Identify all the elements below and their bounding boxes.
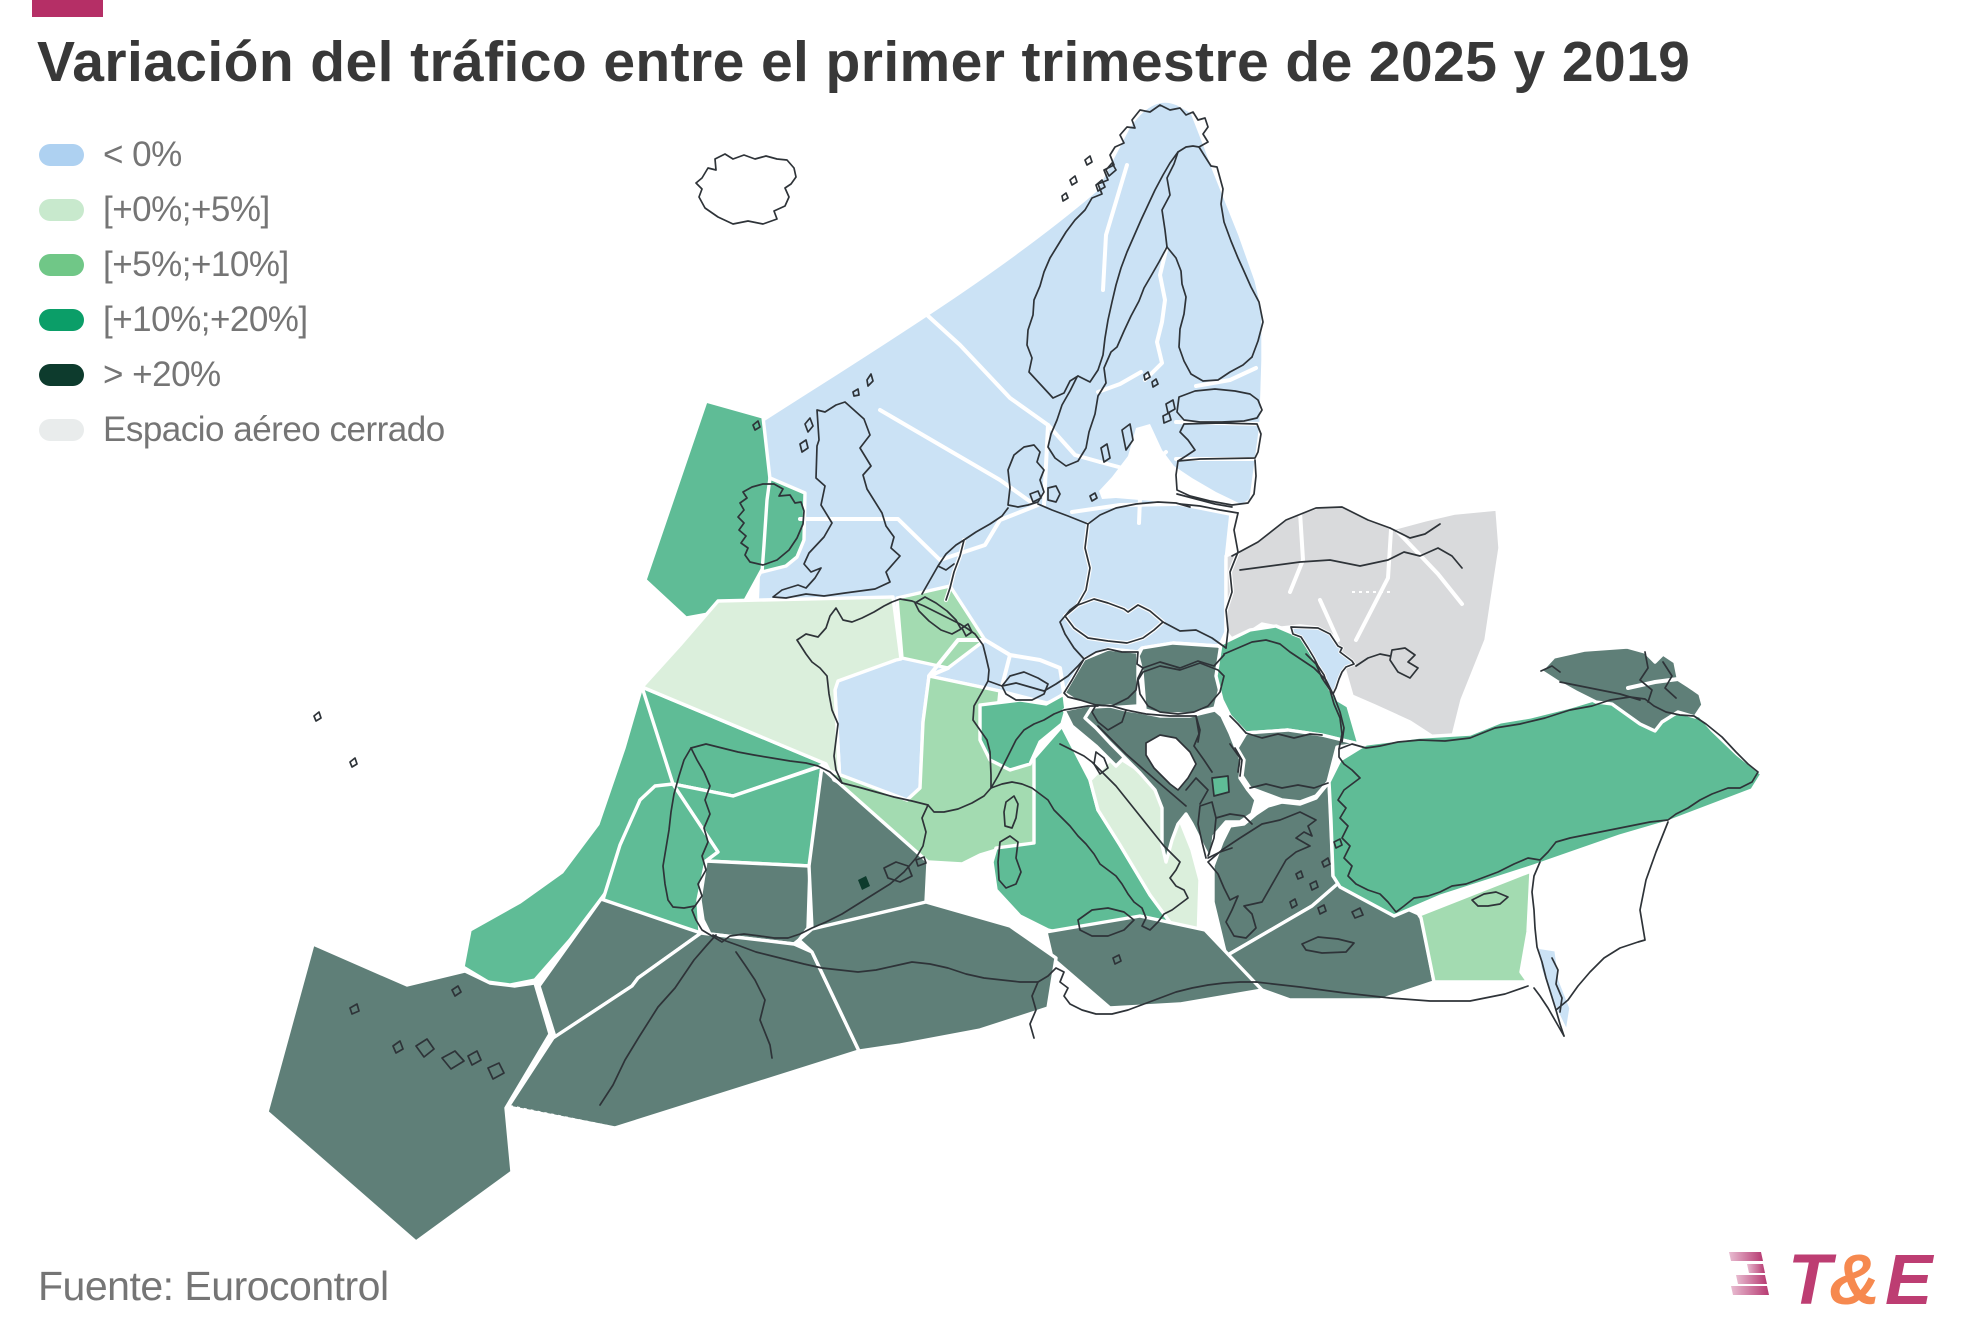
svg-text:T: T [1788,1244,1837,1314]
svg-text:&: & [1829,1244,1880,1314]
svg-text:E: E [1885,1244,1935,1314]
